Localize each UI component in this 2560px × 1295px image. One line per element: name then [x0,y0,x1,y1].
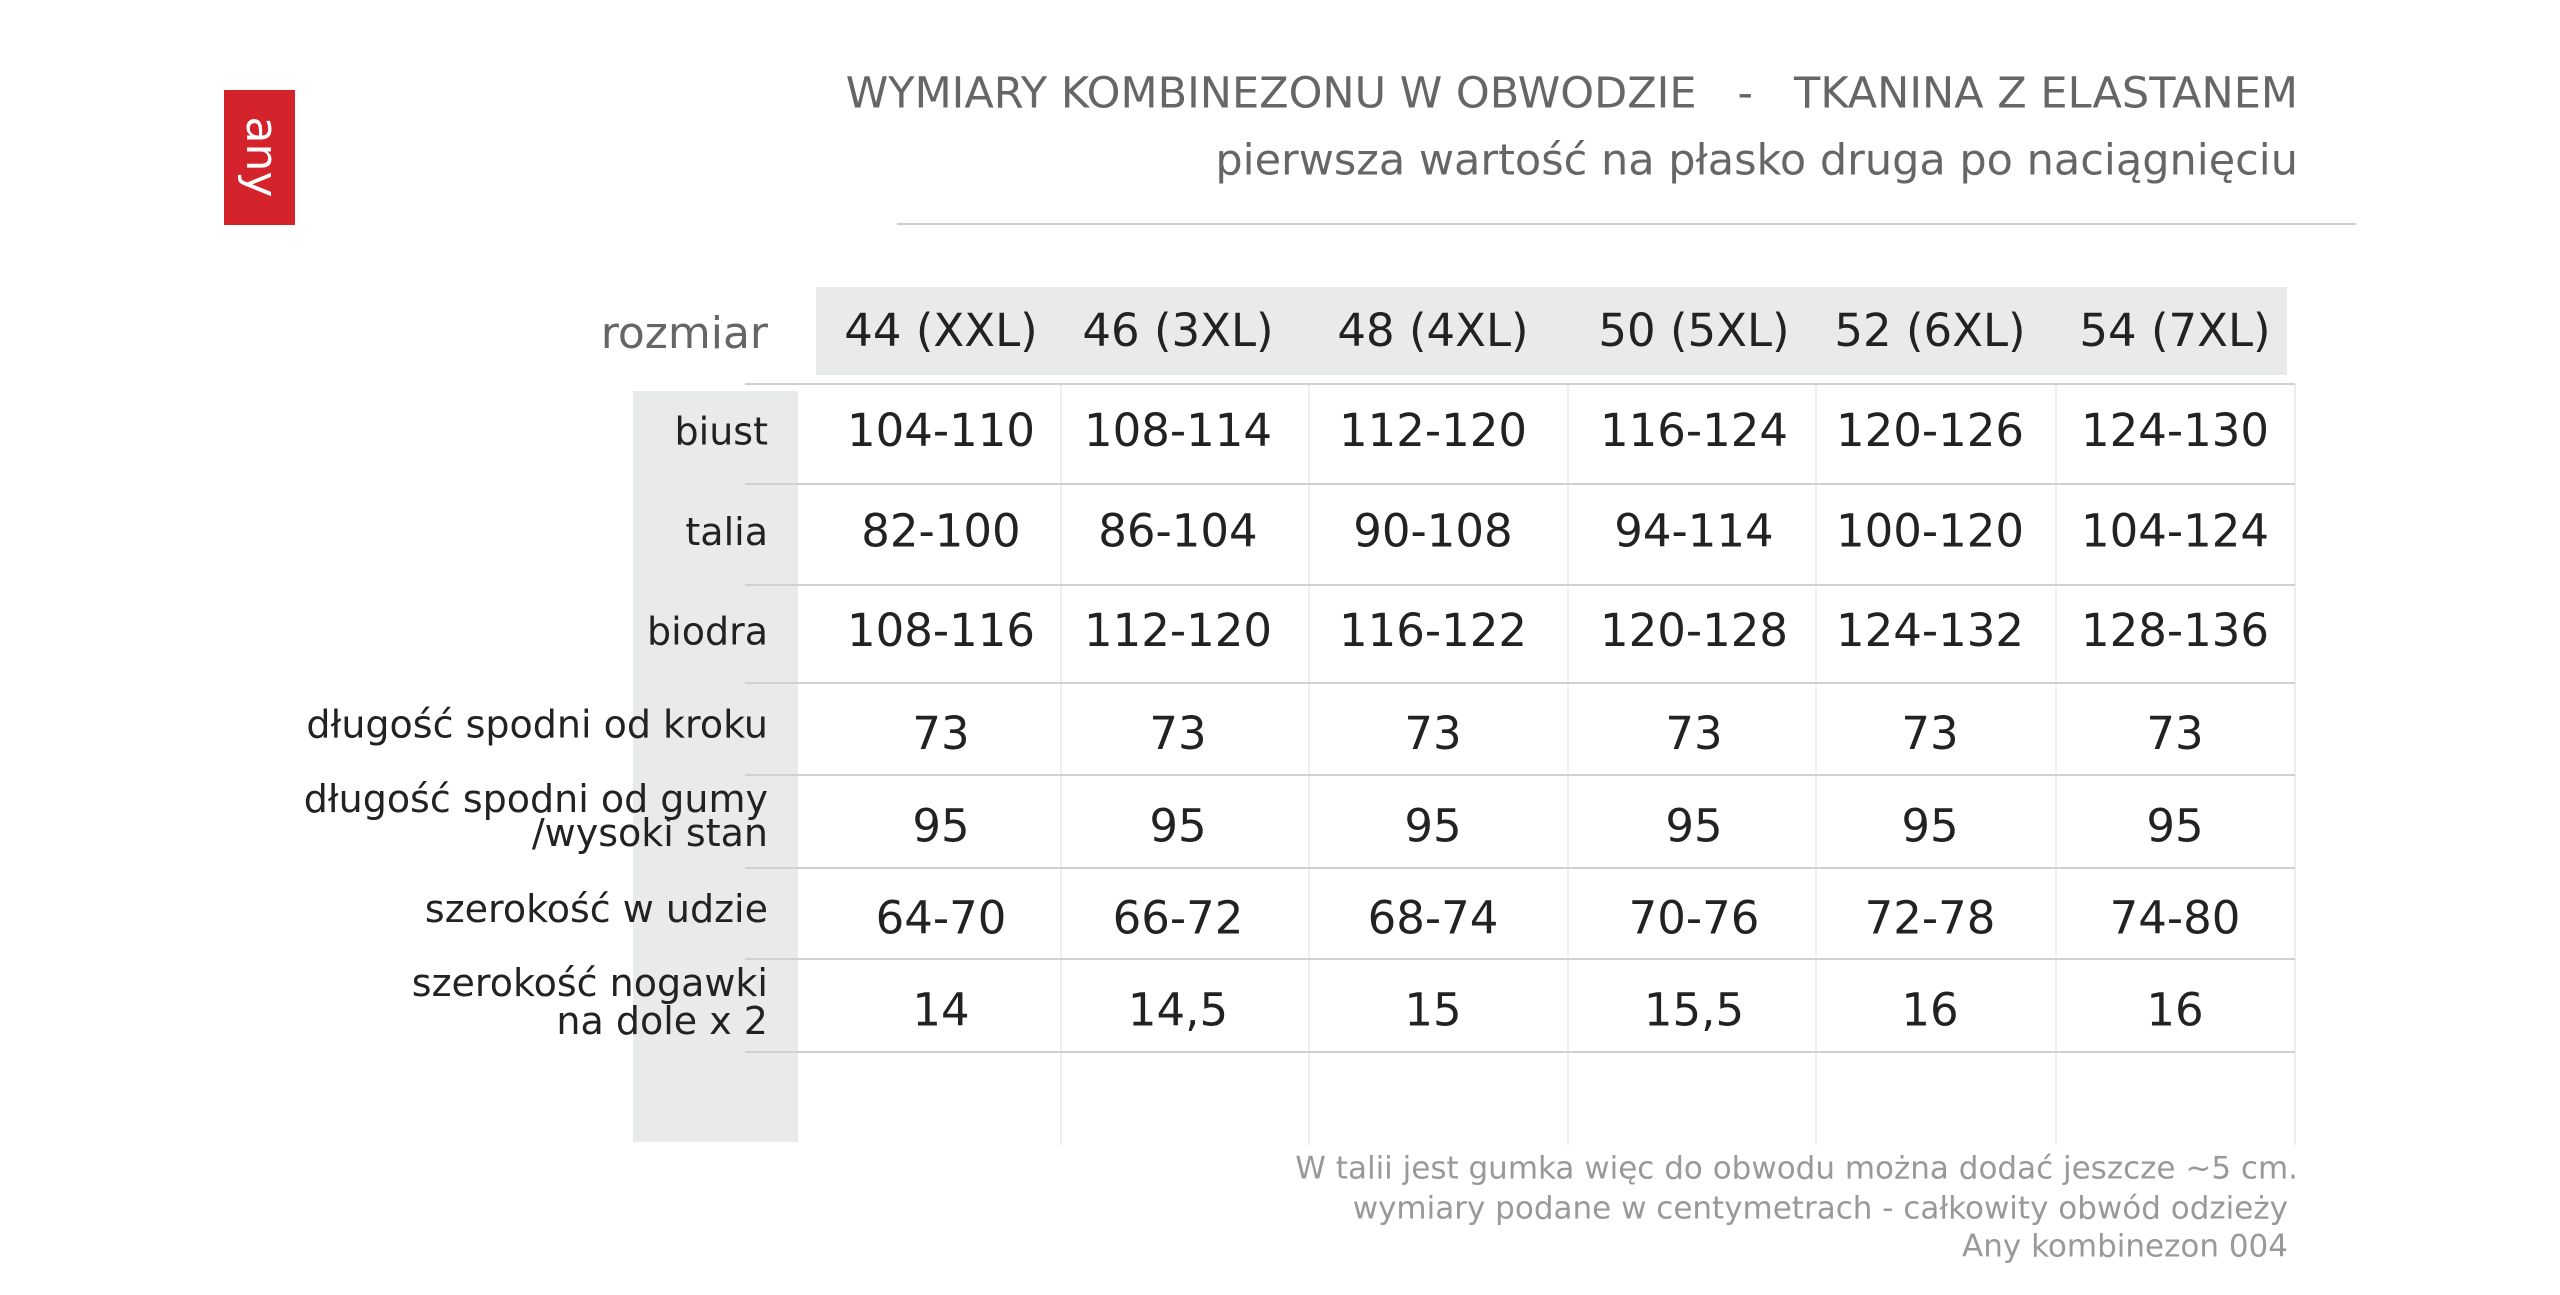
cell-value: 73 [2146,707,2203,760]
cell-value: 100-120 [1836,505,2024,558]
corner-label: rozmiar [601,308,769,359]
size-header: 50 (5XL) [1598,304,1789,357]
cell-value: 66-72 [1113,892,1244,945]
cell-value: 108-114 [1084,404,1272,457]
cell-value: 64-70 [876,892,1007,945]
title: WYMIARY KOMBINEZONU W OBWODZIE - TKANINA… [846,69,2298,119]
cell-value: 116-122 [1339,604,1527,657]
cell-value: 116-124 [1600,404,1788,457]
cell-value: 70-76 [1629,892,1760,945]
row-label: talia [685,510,768,554]
row-label: długość spodni od kroku [306,703,768,747]
cell-value: 104-110 [847,404,1035,457]
cell-value: 95 [1901,800,1958,853]
cell-value: 124-130 [2081,404,2269,457]
size-header: 54 (7XL) [2079,304,2270,357]
cell-value: 112-120 [1339,404,1527,457]
cell-value: 73 [912,707,969,760]
footnote: W talii jest gumka więc do obwodu można … [1295,1151,2298,1187]
row-label: szerokość nogawki [412,961,768,1005]
cell-value: 124-132 [1836,604,2024,657]
row-label: długość spodni od gumy [304,777,768,821]
cell-value: 72-78 [1865,892,1996,945]
row-label: na dole x 2 [556,999,768,1043]
cell-value: 120-126 [1836,404,2024,457]
cell-value: 74-80 [2110,892,2241,945]
cell-value: 95 [1149,800,1206,853]
cell-value: 82-100 [861,505,1020,558]
cell-value: 108-116 [847,604,1035,657]
logo-box [224,90,295,225]
cell-value: 104-124 [2081,505,2269,558]
label-column-bg [633,391,798,1142]
cell-value: 73 [1149,707,1206,760]
subtitle: pierwsza wartość na płasko druga po naci… [1215,136,2298,186]
cell-value: 73 [1901,707,1958,760]
cell-value: 73 [1404,707,1461,760]
size-header: 52 (6XL) [1834,304,2025,357]
cell-value: 15 [1404,984,1461,1037]
cell-value: 95 [1665,800,1722,853]
cell-value: 16 [1901,984,1958,1037]
cell-value: 120-128 [1600,604,1788,657]
row-label: /wysoki stan [532,811,768,855]
cell-value: 16 [2146,984,2203,1037]
cell-value: 90-108 [1353,505,1512,558]
cell-value: 95 [2146,800,2203,853]
cell-value: 95 [912,800,969,853]
cell-value: 15,5 [1644,984,1744,1037]
footnote: Any kombinezon 004 [1962,1229,2288,1265]
cell-value: 128-136 [2081,604,2269,657]
row-label: biodra [647,610,768,654]
cell-value: 14 [912,984,969,1037]
logo: any [236,117,287,198]
size-header: 46 (3XL) [1082,304,1273,357]
footnote: wymiary podane w centymetrach - całkowit… [1353,1191,2288,1227]
cell-value: 68-74 [1368,892,1499,945]
row-label: szerokość w udzie [425,887,768,931]
cell-value: 14,5 [1128,984,1228,1037]
row-label: biust [675,410,768,454]
cell-value: 73 [1665,707,1722,760]
size-header: 48 (4XL) [1337,304,1528,357]
cell-value: 112-120 [1084,604,1272,657]
cell-value: 94-114 [1614,505,1773,558]
size-header: 44 (XXL) [844,304,1037,357]
cell-value: 95 [1404,800,1461,853]
header-row-bg [816,287,2287,375]
cell-value: 86-104 [1098,505,1257,558]
